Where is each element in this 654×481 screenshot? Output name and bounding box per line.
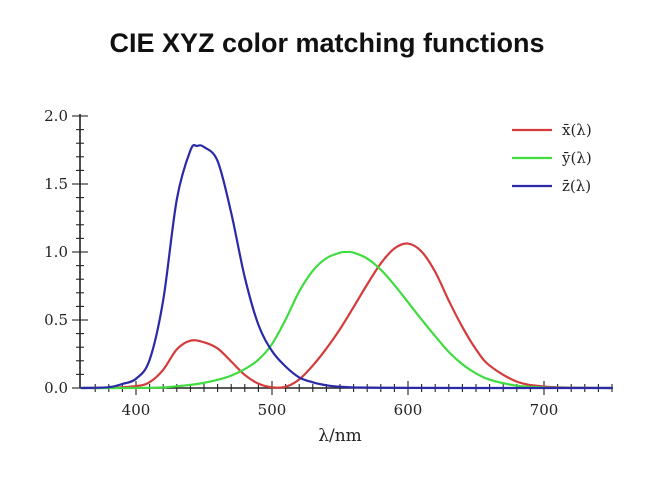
legend-item-x-bar: x̄(λ) [512, 121, 592, 139]
legend-item-y-bar: ȳ(λ) [512, 149, 592, 167]
legend-item-z-bar: z̄(λ) [512, 177, 591, 195]
x-tick-label: 600 [394, 401, 423, 419]
x-tick-label: 400 [122, 401, 151, 419]
legend-label: x̄(λ) [562, 121, 592, 139]
x-tick-label: 700 [530, 401, 559, 419]
x-axis-label: λ/nm [318, 426, 362, 446]
z-bar-series-line [80, 143, 614, 390]
x-bar-series-line [80, 242, 614, 390]
y-tick-label: 1.5 [44, 175, 68, 193]
y-tick-label: 2.0 [44, 107, 68, 125]
series-lines [80, 143, 614, 390]
legend: x̄(λ) ȳ(λ) z̄(λ) [512, 121, 592, 195]
y-tick-label: 0.0 [44, 379, 68, 397]
y-tick-label: 1.0 [44, 243, 68, 261]
legend-label: z̄(λ) [562, 177, 591, 195]
legend-label: ȳ(λ) [561, 149, 592, 167]
y-tick-label: 0.5 [44, 311, 68, 329]
chart-title: CIE XYZ color matching functions [109, 28, 545, 58]
x-tick-label: 500 [258, 401, 287, 419]
axes: 0.0 0.5 1.0 1.5 2.0 400 500 600 700 [44, 107, 613, 419]
y-bar-series-line [80, 250, 614, 390]
